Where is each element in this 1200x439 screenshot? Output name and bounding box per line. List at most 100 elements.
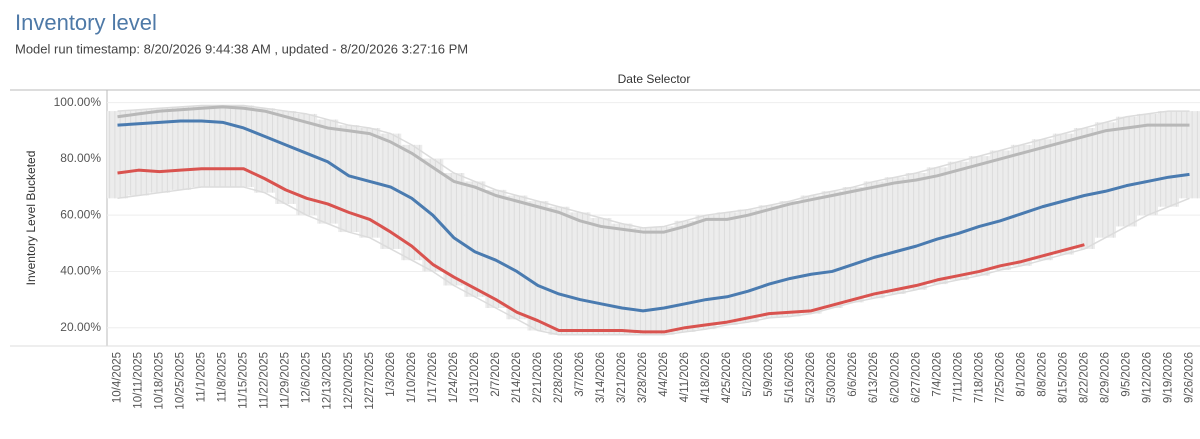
range-band	[1073, 127, 1095, 249]
range-band	[170, 106, 192, 190]
range-band	[317, 119, 339, 224]
x-tick-label: 5/16/2026	[784, 352, 796, 403]
x-tick-label: 10/4/2025	[112, 352, 124, 403]
x-tick-label: 1/3/2026	[385, 352, 397, 397]
x-tick-label: 8/8/2026	[1036, 352, 1048, 397]
x-tick-label: 8/22/2026	[1078, 352, 1090, 403]
x-tick-label: 10/11/2025	[133, 352, 145, 409]
x-tick-label: 5/9/2026	[763, 352, 775, 397]
x-tick-label: 11/8/2025	[217, 352, 229, 402]
x-tick-label: 11/15/2025	[238, 352, 250, 409]
x-tick-label: 7/11/2026	[952, 352, 964, 402]
x-tick-label: 10/18/2025	[154, 352, 166, 410]
range-band	[191, 105, 213, 188]
range-band	[275, 111, 297, 204]
range-band	[1094, 122, 1116, 238]
series-line	[117, 104, 1190, 229]
x-tick-label: 5/23/2026	[805, 352, 817, 403]
range-band	[1115, 116, 1137, 227]
x-tick-label: 8/15/2026	[1057, 352, 1069, 403]
chart-subtitle: Model run timestamp: 8/20/2026 9:44:38 A…	[15, 41, 468, 56]
chart-title: Inventory level	[15, 10, 157, 35]
range-band	[821, 191, 843, 309]
range-band	[800, 195, 822, 314]
y-axis-label: Inventory Level Bucketed	[24, 151, 38, 286]
x-tick-label: 3/28/2026	[637, 352, 649, 403]
range-band	[947, 161, 969, 280]
x-tick-label: 1/31/2026	[469, 352, 481, 403]
range-band	[611, 223, 633, 335]
range-band	[1136, 113, 1158, 216]
x-tick-label: 12/6/2025	[301, 352, 313, 403]
x-tick-label: 7/4/2026	[931, 352, 943, 397]
x-tick-label: 6/20/2026	[889, 352, 901, 403]
range-band	[779, 201, 801, 317]
x-tick-label: 2/28/2026	[553, 352, 565, 403]
range-band	[212, 105, 234, 188]
x-tick-label: 6/13/2026	[868, 352, 880, 403]
range-band	[1052, 133, 1074, 255]
range-band	[128, 109, 150, 196]
range-band	[569, 212, 591, 335]
y-tick-label: 20.00%	[60, 320, 101, 334]
x-tick-label: 4/18/2026	[700, 352, 712, 403]
range-band	[737, 209, 759, 323]
y-tick-label: 80.00%	[60, 151, 101, 165]
x-tick-label: 3/21/2026	[616, 352, 628, 403]
range-band	[632, 227, 654, 335]
x-tick-label: 2/14/2026	[511, 352, 523, 403]
range-band	[443, 172, 465, 286]
x-tick-label: 5/2/2026	[742, 352, 754, 397]
range-band	[485, 189, 507, 309]
x-tick-label: 4/4/2026	[658, 352, 670, 397]
x-tick-label: 9/5/2026	[1120, 352, 1132, 397]
series-line	[117, 186, 1190, 336]
x-tick-label: 9/12/2026	[1141, 352, 1153, 403]
x-tick-label: 1/24/2026	[448, 352, 460, 403]
x-tick-label: 10/25/2025	[175, 352, 187, 410]
range-band	[401, 144, 423, 261]
range-band	[107, 111, 129, 199]
x-tick-label: 7/25/2026	[994, 352, 1006, 403]
x-tick-label: 3/7/2026	[574, 352, 586, 397]
series-line	[117, 119, 1190, 313]
y-tick-label: 100.00%	[54, 95, 102, 109]
y-tick-label: 40.00%	[60, 264, 101, 278]
x-tick-label: 4/11/2026	[679, 352, 691, 402]
range-band	[926, 167, 948, 285]
series-line	[117, 105, 1190, 234]
x-tick-label: 2/21/2026	[532, 352, 544, 403]
x-tick-label: 2/7/2026	[490, 352, 502, 397]
range-band	[1157, 111, 1179, 207]
range-band	[1031, 139, 1053, 261]
range-band	[548, 206, 570, 335]
x-tick-label: 6/6/2026	[847, 352, 859, 397]
range-band	[842, 187, 864, 303]
x-tick-label: 12/20/2025	[343, 352, 355, 410]
range-band	[884, 177, 906, 294]
y-tick-label: 60.00%	[60, 207, 101, 221]
x-tick-label: 1/10/2026	[406, 352, 418, 403]
range-band	[674, 220, 696, 332]
x-tick-label: 3/14/2026	[595, 352, 607, 403]
range-band	[380, 133, 402, 249]
x-tick-label: 11/1/2025	[196, 352, 208, 402]
x-tick-label: 7/18/2026	[973, 352, 985, 403]
range-band	[1010, 144, 1032, 266]
axis-header: Date Selector	[618, 72, 691, 86]
x-tick-label: 12/27/2025	[364, 352, 376, 410]
range-band	[863, 181, 885, 299]
x-tick-label: 9/19/2026	[1163, 352, 1175, 403]
x-tick-label: 1/17/2026	[427, 352, 439, 403]
range-band	[905, 172, 927, 290]
x-tick-label: 9/26/2026	[1184, 352, 1196, 403]
x-tick-label: 12/13/2025	[322, 352, 334, 410]
x-tick-label: 8/29/2026	[1099, 352, 1111, 403]
x-tick-label: 8/1/2026	[1015, 352, 1027, 397]
range-band	[590, 218, 612, 335]
range-band	[506, 195, 528, 320]
x-tick-label: 5/30/2026	[826, 352, 838, 403]
range-band	[233, 105, 255, 188]
range-band	[527, 201, 549, 331]
